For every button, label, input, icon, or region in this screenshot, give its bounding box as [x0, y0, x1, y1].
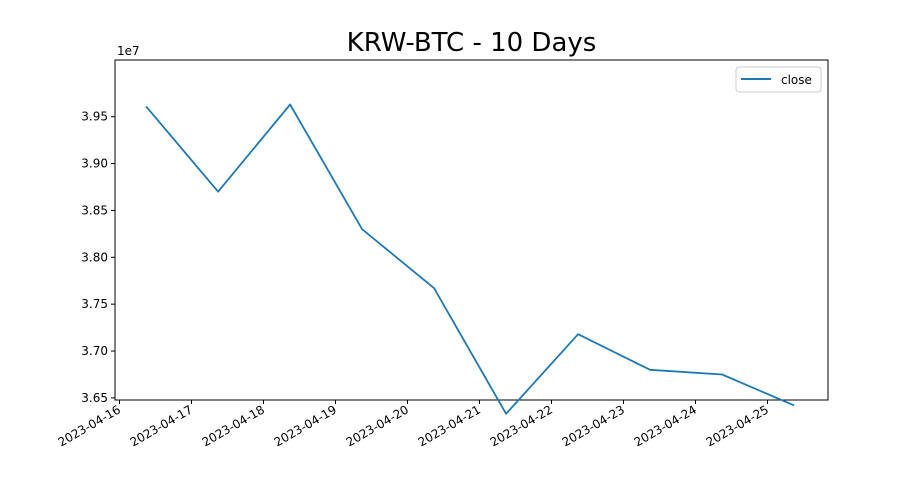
series-line-close — [145, 103, 795, 415]
x-tick-label: 2023-04-24 — [632, 402, 699, 449]
x-tick-label: 2023-04-22 — [488, 402, 555, 449]
x-tick-label: 2023-04-25 — [704, 402, 771, 449]
chart-title: KRW-BTC - 10 Days — [347, 28, 597, 58]
legend-box — [735, 66, 822, 93]
y-tick-label: 3.95 — [81, 110, 108, 124]
legend-entry-close: close — [781, 73, 812, 87]
x-tick-label: 2023-04-17 — [128, 402, 195, 449]
x-tick-label: 2023-04-16 — [56, 402, 123, 449]
y-tick-label: 3.80 — [81, 250, 108, 264]
x-tick-label: 2023-04-19 — [272, 402, 339, 449]
x-tick-label: 2023-04-18 — [200, 402, 267, 449]
y-tick-label: 3.65 — [81, 391, 108, 405]
plot-frame — [114, 59, 829, 401]
x-tick-label: 2023-04-23 — [560, 402, 627, 449]
y-tick-label: 3.90 — [81, 157, 108, 171]
y-tick-label: 3.75 — [81, 297, 108, 311]
y-tick-label: 3.85 — [81, 203, 108, 217]
legend: close — [735, 66, 822, 93]
x-tick-label: 2023-04-21 — [416, 402, 483, 449]
y-offset-label: 1e7 — [117, 44, 140, 58]
x-tick-label: 2023-04-20 — [344, 402, 411, 449]
y-tick-label: 3.70 — [81, 344, 108, 358]
